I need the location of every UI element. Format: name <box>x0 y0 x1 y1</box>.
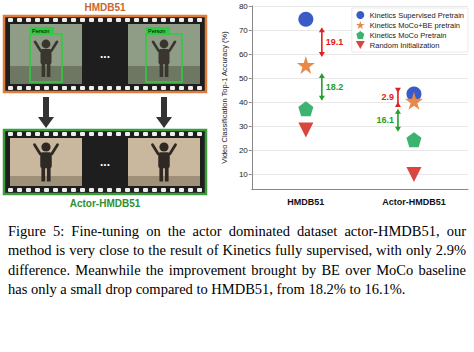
svg-text:30: 30 <box>239 122 248 131</box>
svg-text:60: 60 <box>239 50 248 59</box>
svg-text:10: 10 <box>239 170 248 179</box>
svg-text:16.1: 16.1 <box>376 115 394 125</box>
svg-text:Person: Person <box>32 28 49 34</box>
svg-text:Video Classification Top-1 Acc: Video Classification Top-1 Accuracy (%) <box>220 31 229 164</box>
svg-text:70: 70 <box>239 26 248 35</box>
svg-text:80: 80 <box>239 2 248 11</box>
svg-text:...: ... <box>100 47 110 61</box>
svg-text:...: ... <box>100 155 110 169</box>
svg-text:Random Initialization: Random Initialization <box>370 41 440 50</box>
svg-text:Actor-HMDB51: Actor-HMDB51 <box>382 197 446 207</box>
svg-text:Kinetics Supervised Pretrain: Kinetics Supervised Pretrain <box>370 11 464 20</box>
svg-text:20: 20 <box>239 146 248 155</box>
svg-text:Kinetics MoCo+BE pretrain: Kinetics MoCo+BE pretrain <box>370 21 460 30</box>
svg-text:HMDB51: HMDB51 <box>84 2 126 13</box>
svg-text:2.9: 2.9 <box>381 92 394 102</box>
svg-text:19.1: 19.1 <box>326 37 344 47</box>
html-text:Figure 5: Fine-tuning on the a: Figure 5: Fine-tuning on the actor domin… <box>8 223 466 297</box>
svg-text:18.2: 18.2 <box>326 82 344 92</box>
svg-text:50: 50 <box>239 74 248 83</box>
svg-text:40: 40 <box>239 98 248 107</box>
svg-text:Actor-HMDB51: Actor-HMDB51 <box>70 198 141 209</box>
svg-text:Kinetics MoCo Pretrain: Kinetics MoCo Pretrain <box>370 31 447 40</box>
svg-text:Person: Person <box>148 28 165 34</box>
svg-text:HMDB51: HMDB51 <box>287 197 324 207</box>
